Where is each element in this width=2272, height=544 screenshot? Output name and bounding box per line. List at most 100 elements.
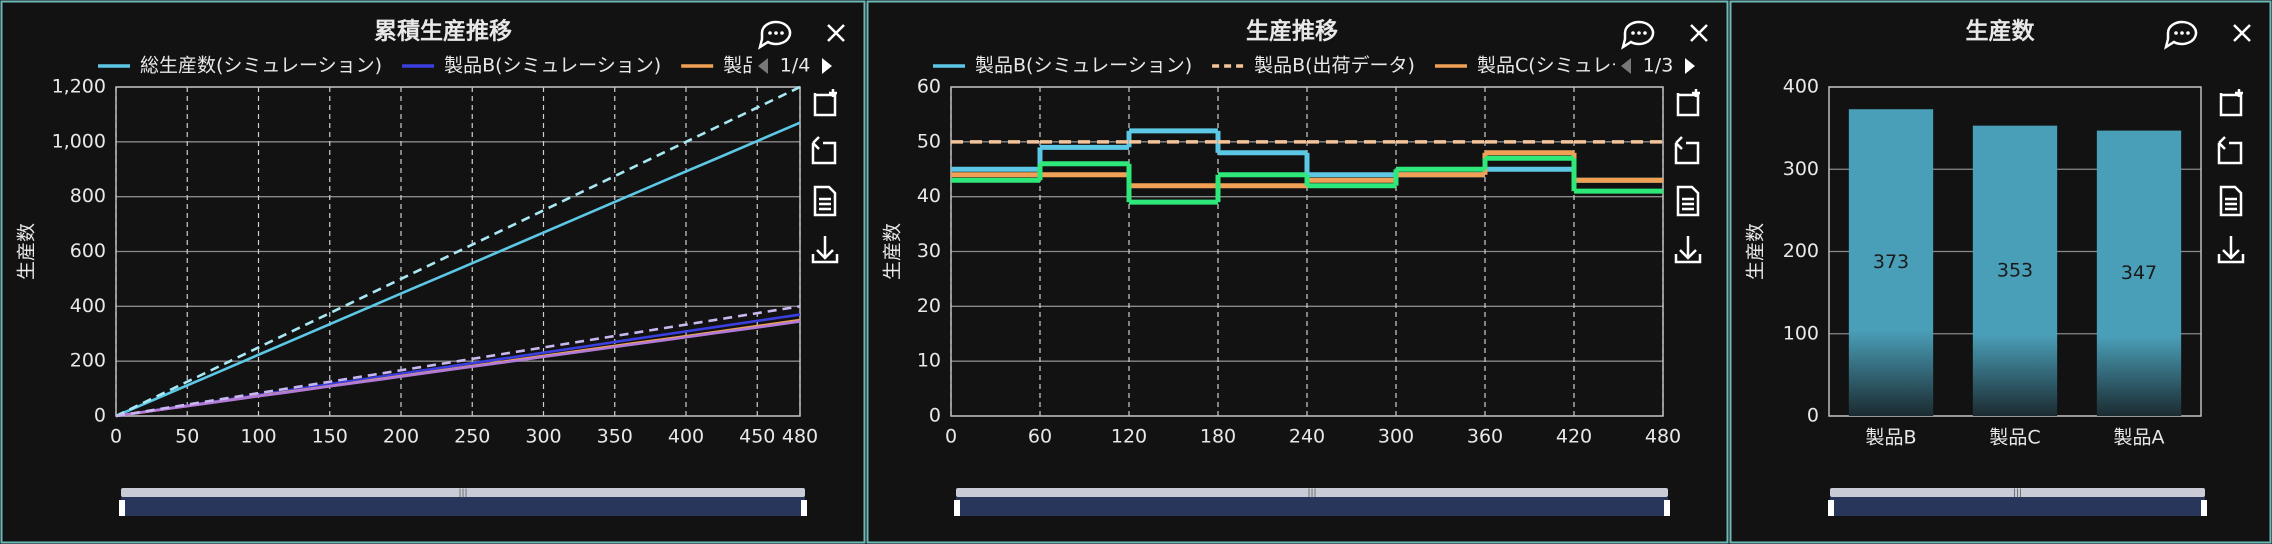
x-tick-label: 250	[454, 426, 490, 448]
legend-prev[interactable]	[1621, 58, 1631, 74]
x-tick-label: 350	[597, 426, 633, 448]
scroll-grip: |||	[458, 489, 467, 499]
y-axis-label: 生産数	[1745, 223, 1767, 280]
y-tick-label: 0	[929, 405, 941, 427]
comment-dot	[780, 31, 784, 35]
toolbar-download[interactable]	[2217, 236, 2245, 264]
y-tick-label: 800	[70, 185, 106, 207]
x-tick-label: 360	[1467, 426, 1503, 448]
x-tick-label: 50	[175, 426, 199, 448]
x-tick-label: 300	[1378, 426, 1414, 448]
y-tick-label: 600	[70, 240, 106, 262]
y-tick-label: 1,000	[52, 130, 106, 152]
x-tick-label: 300	[525, 426, 561, 448]
legend-label[interactable]: 製品B(シミュレーション)	[975, 55, 1192, 77]
chart-title: 累積生産推移	[374, 18, 512, 45]
x-tick-label: 60	[1028, 426, 1052, 448]
scroll-handle-left[interactable]	[954, 500, 960, 516]
comment-button[interactable]	[2164, 20, 2198, 50]
scroll-track-top	[121, 488, 805, 497]
close-button[interactable]	[1690, 24, 1708, 42]
comment-dot	[774, 31, 778, 35]
y-tick-label: 20	[917, 295, 941, 317]
y-axis-label: 生産数	[882, 223, 904, 280]
toolbar-crop[interactable]	[1676, 89, 1700, 117]
scroll-track-top	[956, 488, 1668, 497]
comment-button[interactable]	[758, 20, 792, 50]
y-tick-label: 50	[917, 130, 941, 152]
comment-button[interactable]	[1621, 20, 1655, 50]
bar[interactable]	[1972, 125, 2058, 416]
panel-border	[866, 0, 1729, 544]
toolbar-download[interactable]	[811, 236, 839, 264]
y-tick-label: 200	[70, 350, 106, 372]
scroll-handle-right[interactable]	[1664, 500, 1670, 516]
panel-border	[1729, 0, 2272, 544]
x-tick-label: 0	[110, 426, 122, 448]
x-tick-label: 480	[782, 426, 818, 448]
series-line	[115, 121, 801, 418]
series-line	[115, 85, 801, 418]
scroll-handle-left[interactable]	[119, 500, 125, 516]
scroll-handle-right[interactable]	[801, 500, 807, 516]
scroll-grip: |||	[1307, 489, 1316, 499]
x-tick-label: 製品C	[1989, 427, 2040, 449]
x-tick-label: 480	[1645, 426, 1681, 448]
legend-label[interactable]: 製品B(シミュレーション)	[444, 55, 661, 77]
scroll-handle-left[interactable]	[1828, 500, 1834, 516]
bar[interactable]	[2096, 130, 2182, 416]
close-button[interactable]	[827, 24, 845, 42]
y-tick-label: 300	[1783, 158, 1819, 180]
toolbar-reset[interactable]	[811, 136, 837, 165]
toolbar-download[interactable]	[1674, 236, 1702, 264]
x-tick-label: 150	[312, 426, 348, 448]
chart-title: 生産推移	[1246, 18, 1338, 45]
close-button[interactable]	[2233, 24, 2251, 42]
bar[interactable]	[1848, 109, 1934, 417]
toolbar-reset[interactable]	[2217, 136, 2243, 165]
series-line	[115, 305, 801, 418]
scroll-handle-right[interactable]	[2201, 500, 2207, 516]
comment-dot	[1631, 31, 1635, 35]
plot-frame	[950, 86, 1664, 417]
toolbar-crop[interactable]	[813, 89, 837, 117]
y-tick-label: 10	[917, 350, 941, 372]
x-tick-label: 200	[383, 426, 419, 448]
y-tick-label: 400	[70, 295, 106, 317]
legend-label[interactable]: 製品A	[723, 55, 774, 77]
legend-next[interactable]	[822, 58, 832, 74]
toolbar-data[interactable]	[813, 185, 837, 217]
x-tick-label: 180	[1200, 426, 1236, 448]
y-tick-label: 200	[1783, 240, 1819, 262]
scroll-track-top	[1830, 488, 2205, 497]
x-tick-label: 400	[668, 426, 704, 448]
toolbar-data[interactable]	[1676, 185, 1700, 217]
x-tick-label: 製品A	[2114, 427, 2165, 449]
x-tick-label: 120	[1111, 426, 1147, 448]
x-tick-label: 240	[1289, 426, 1325, 448]
legend-prev[interactable]	[758, 58, 768, 74]
scroll-track	[121, 497, 805, 516]
legend-label[interactable]: 総生産数(シミュレーション)	[140, 55, 382, 77]
scroll-grip: |||	[2013, 489, 2022, 499]
legend-label[interactable]: 製品C(シミュレーション)	[1477, 55, 1694, 77]
legend-next[interactable]	[1685, 58, 1695, 74]
y-axis-label: 生産数	[16, 223, 38, 280]
comment-dot	[1643, 31, 1647, 35]
comment-dot	[768, 31, 772, 35]
legend: 製品B(シミュレーション) 製品B(出荷データ) 製品C(シミュレーション)	[933, 55, 1694, 77]
plot-frame	[115, 86, 801, 417]
legend-label[interactable]: 製品B(出荷データ)	[1254, 55, 1415, 77]
legend-page: 1/3	[1643, 55, 1674, 77]
comment-dot	[2180, 31, 2184, 35]
toolbar-crop[interactable]	[2219, 89, 2243, 117]
x-tick-label: 420	[1556, 426, 1592, 448]
chart-title: 生産数	[1966, 18, 2036, 45]
toolbar-data[interactable]	[2219, 185, 2243, 217]
x-tick-label: 100	[240, 426, 276, 448]
legend: 総生産数(シミュレーション) 製品B(シミュレーション) 製品A	[98, 55, 774, 77]
comment-dot	[2174, 31, 2178, 35]
toolbar-reset[interactable]	[1674, 136, 1700, 165]
